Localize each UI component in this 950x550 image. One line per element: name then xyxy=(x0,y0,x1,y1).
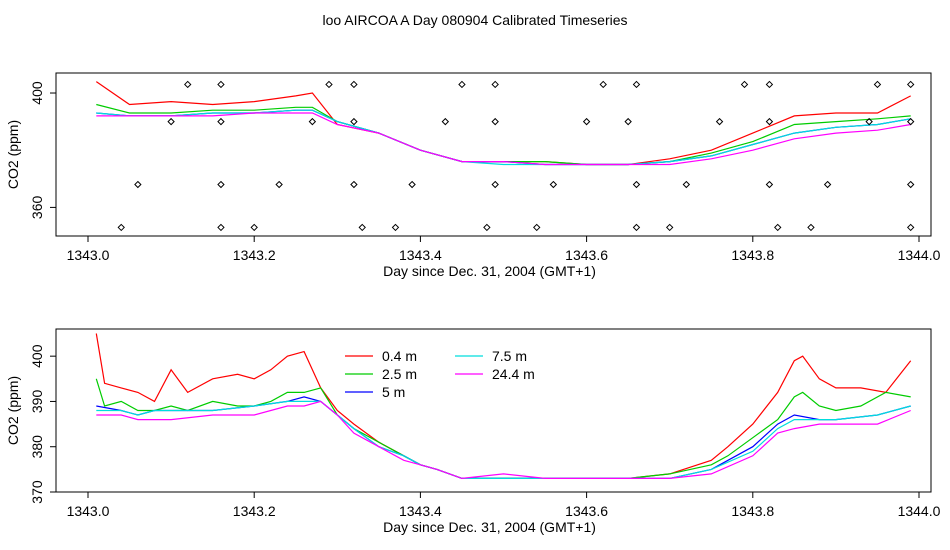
top-x-tick-label: 1343.6 xyxy=(565,247,608,263)
diamond-marker xyxy=(765,180,774,189)
legend-label: 7.5 m xyxy=(492,348,527,364)
diamond-marker xyxy=(624,117,632,126)
legend-label: 5 m xyxy=(382,384,405,400)
bottom-y-tick-label: 390 xyxy=(29,390,45,414)
legend-label: 24.4 m xyxy=(492,366,535,382)
diamond-marker xyxy=(682,180,691,189)
bottom-x-tick-label: 1343.8 xyxy=(731,503,774,519)
diamond-marker xyxy=(823,180,832,189)
top-x-tick-label: 1343.0 xyxy=(67,247,110,263)
bottom-x-tick-label: 1344.0 xyxy=(898,503,941,519)
top-series-24-4-m-line xyxy=(96,112,911,166)
diamond-marker xyxy=(774,223,782,232)
top-x-axis-title: Day since Dec. 31, 2004 (GMT+1) xyxy=(383,263,596,279)
diamond-marker xyxy=(250,223,258,232)
diamond-marker xyxy=(308,117,317,126)
bottom-x-axis-title: Day since Dec. 31, 2004 (GMT+1) xyxy=(383,519,596,535)
top-x-tick-label: 1344.0 xyxy=(898,247,941,263)
diamond-marker xyxy=(458,80,466,89)
bottom-plot-frame xyxy=(55,328,932,493)
legend-label: 2.5 m xyxy=(382,366,417,382)
top-x-tick-label: 1343.2 xyxy=(233,247,276,263)
diamond-marker xyxy=(906,117,915,126)
bottom-x-tick-label: 1343.0 xyxy=(67,503,110,519)
top-plot-frame xyxy=(55,72,932,237)
figure-title: loo AIRCOA A Day 080904 Calibrated Times… xyxy=(322,12,627,28)
diamond-marker xyxy=(906,80,915,89)
diamond-marker xyxy=(906,223,915,232)
bottom-y-tick-label: 370 xyxy=(29,480,45,504)
diamond-marker xyxy=(217,117,225,126)
diamond-marker xyxy=(807,223,815,232)
top-y-tick-label: 360 xyxy=(29,196,45,220)
diamond-marker xyxy=(134,180,142,189)
diamond-marker xyxy=(491,80,499,89)
bottom-y-axis-title: CO2 (ppm) xyxy=(5,376,21,445)
diamond-marker xyxy=(325,80,333,89)
bottom-x-tick-label: 1343.4 xyxy=(399,503,442,519)
top-x-tick-label: 1343.4 xyxy=(399,247,442,263)
diamond-marker xyxy=(441,117,450,126)
diamond-marker xyxy=(582,117,591,126)
diamond-marker xyxy=(184,80,192,89)
bottom-series-24-4-m-line xyxy=(96,400,911,480)
diamond-marker xyxy=(533,223,541,232)
diamond-marker xyxy=(599,80,607,89)
diamond-marker xyxy=(483,223,491,232)
top-panel: 1343.0 1343.2 1343.4 1343.6 1343.8 1344.0 360 4… xyxy=(5,72,941,279)
bottom-panel: 1343.0 1343.2 1343.4 1343.6 1343.8 1344.0 370 3… xyxy=(5,328,941,535)
diamond-marker xyxy=(873,80,882,89)
top-y-tick-label: 400 xyxy=(29,81,45,105)
bottom-y-tick-label: 380 xyxy=(29,435,45,459)
diamond-marker xyxy=(350,180,358,189)
diamond-marker xyxy=(740,80,749,89)
diamond-marker xyxy=(906,180,915,189)
diamond-marker xyxy=(217,223,225,232)
diamond-marker xyxy=(275,180,283,189)
legend-label: 0.4 m xyxy=(382,348,417,364)
diamond-marker xyxy=(358,223,366,232)
diamond-marker xyxy=(217,180,225,189)
top-series-7-5-m-line xyxy=(96,109,911,166)
diamond-marker xyxy=(765,117,774,126)
diamond-marker xyxy=(715,117,724,126)
bottom-x-tick-label: 1343.2 xyxy=(233,503,276,519)
diamond-marker xyxy=(765,80,774,89)
diamond-marker xyxy=(632,180,641,189)
bottom-x-tick-label: 1343.6 xyxy=(565,503,608,519)
diamond-marker xyxy=(217,80,225,89)
bottom-y-tick-label: 400 xyxy=(29,344,45,368)
diamond-marker xyxy=(167,117,175,126)
diamond-marker xyxy=(391,223,400,232)
diamond-marker xyxy=(408,180,416,189)
diamond-marker xyxy=(549,180,558,189)
diamond-marker xyxy=(665,223,674,232)
diamond-marker xyxy=(632,80,641,89)
diamond-marker xyxy=(491,180,499,189)
top-x-tick-label: 1343.8 xyxy=(731,247,774,263)
diamond-marker xyxy=(350,80,358,89)
diamond-marker xyxy=(350,117,358,126)
diamond-marker xyxy=(491,117,499,126)
top-y-axis-title: CO2 (ppm) xyxy=(5,120,21,189)
diamond-marker xyxy=(632,223,641,232)
diamond-marker xyxy=(865,117,873,126)
diamond-marker xyxy=(117,223,125,232)
